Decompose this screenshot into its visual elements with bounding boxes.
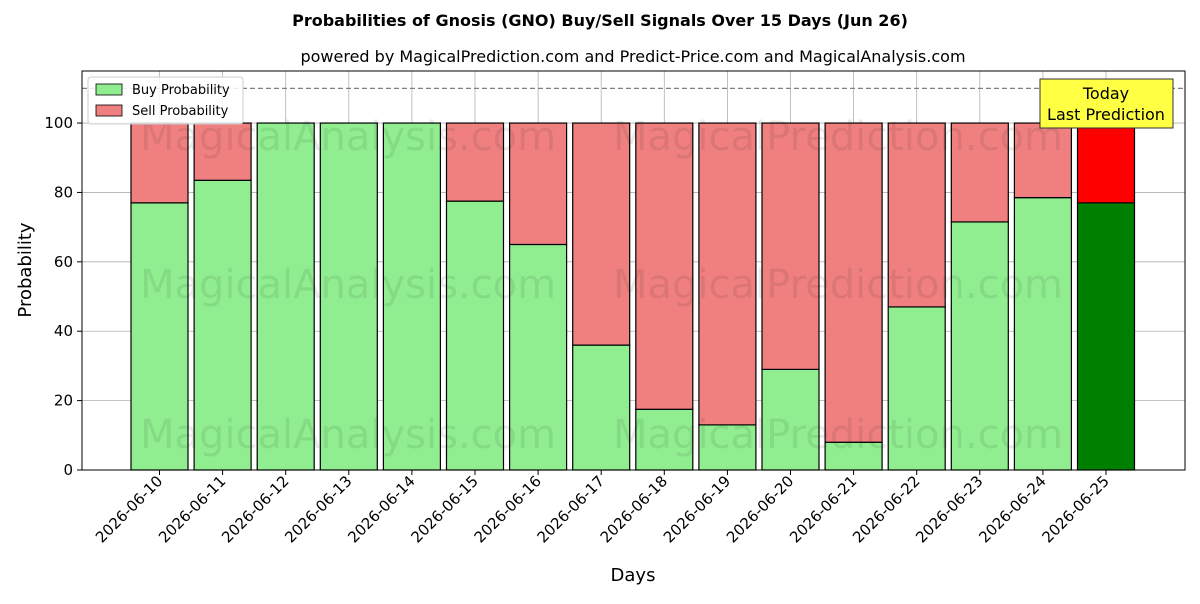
legend-label: Sell Probability — [132, 104, 229, 119]
sell-bar — [509, 122, 568, 246]
x-tick-label: 2026-06-13 — [281, 472, 355, 546]
watermark-text: MagicalPrediction.com — [613, 114, 1063, 160]
legend-label: Buy Probability — [132, 83, 230, 98]
x-tick-label: 2026-06-11 — [155, 472, 229, 546]
x-tick-label: 2026-06-21 — [786, 472, 860, 546]
x-tick-label: 2026-06-17 — [534, 472, 608, 546]
annotation-box — [1039, 78, 1174, 129]
watermark-text: MagicalAnalysis.com — [140, 412, 556, 458]
sell-bar — [950, 122, 1009, 223]
buy-bar — [1013, 197, 1073, 471]
x-tick-label: 2026-06-23 — [912, 472, 986, 546]
buy-bar — [887, 306, 946, 471]
sell-bar — [635, 122, 694, 410]
buy-bar — [635, 408, 694, 471]
sell-bar — [887, 122, 946, 308]
bars — [130, 122, 1136, 471]
y-axis-label: Probability — [15, 222, 36, 317]
x-tick-label: 2026-06-18 — [597, 472, 671, 546]
chart-subtitle: powered by MagicalPrediction.com and Pre… — [300, 47, 965, 66]
buy-bar — [761, 368, 820, 471]
x-tick-label: 2026-06-12 — [218, 472, 292, 546]
y-tick-label: 100 — [44, 114, 73, 132]
x-tick-label: 2026-06-16 — [471, 472, 545, 546]
buy-bar — [193, 179, 252, 471]
x-axis-label: Days — [611, 565, 656, 586]
y-tick-label: 60 — [54, 253, 73, 271]
buy-bar — [1076, 202, 1136, 471]
annotation-line: Today — [1082, 84, 1129, 103]
sell-bar — [445, 122, 505, 202]
legend-swatch — [95, 83, 123, 96]
sell-bar — [824, 122, 883, 443]
x-tick-label: 2026-06-19 — [660, 472, 734, 546]
x-tick-label: 2026-06-20 — [723, 472, 797, 546]
watermark-text: MagicalPrediction.com — [613, 262, 1063, 308]
watermark-text: MagicalAnalysis.com — [140, 262, 556, 308]
annotation-line: Last Prediction — [1047, 105, 1165, 124]
x-tick-label: 2026-06-22 — [849, 472, 923, 546]
buy-bar — [950, 221, 1009, 471]
buy-bar — [382, 122, 441, 471]
sell-bar — [1076, 122, 1136, 204]
watermark-text: MagicalPrediction.com — [613, 412, 1063, 458]
x-tick-label: 2026-06-15 — [407, 472, 481, 546]
x-tick-label: 2026-06-25 — [1038, 472, 1112, 546]
plot-frame — [81, 70, 1186, 471]
x-tick-label: 2026-06-10 — [92, 472, 166, 546]
buy-bar — [698, 424, 757, 471]
legend: Buy Probability Sell Probability — [87, 76, 244, 125]
y-tick-label: 0 — [63, 461, 73, 479]
x-tick-label: 2026-06-14 — [344, 472, 418, 546]
legend-swatch — [95, 104, 123, 117]
today-annotation: Today Last Prediction — [1039, 78, 1174, 129]
sell-bar — [761, 122, 820, 370]
buy-bar — [572, 344, 631, 471]
sell-bar — [130, 122, 189, 204]
y-tick-label: 20 — [54, 392, 73, 410]
chart-title: Probabilities of Gnosis (GNO) Buy/Sell S… — [292, 11, 908, 30]
sell-bar — [698, 122, 757, 426]
sell-bar — [572, 122, 631, 346]
buy-bar — [319, 122, 378, 471]
x-tick-label: 2026-06-24 — [975, 472, 1049, 546]
buy-bar — [256, 122, 315, 471]
y-tick-label: 40 — [54, 322, 73, 340]
buy-bar — [509, 243, 568, 471]
y-tick-label: 80 — [54, 183, 73, 201]
legend-box — [87, 76, 244, 125]
